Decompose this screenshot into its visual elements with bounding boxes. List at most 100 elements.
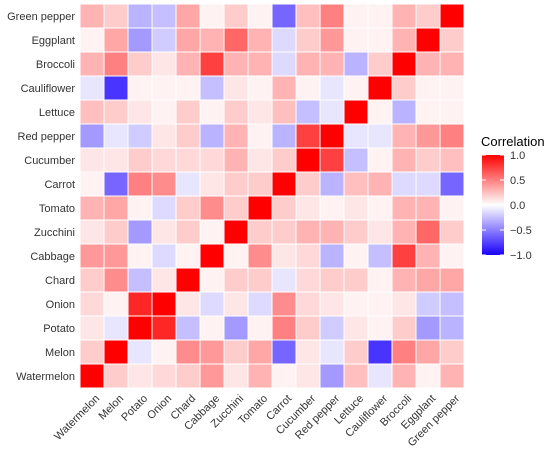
heatmap-cell-cauliflower-melon	[103, 75, 129, 101]
heatmap-cell-eggplant-potato	[127, 27, 153, 53]
heatmap-cell-cabbage-lettuce	[343, 243, 369, 269]
heatmap-cell-lettuce-cauliflower	[367, 99, 393, 125]
heatmap-cell-broccoli-tomato	[247, 51, 273, 77]
heatmap-cell-red-pepper-red-pepper	[319, 123, 345, 149]
heatmap-cell-cucumber-cucumber	[295, 147, 321, 173]
heatmap-cell-cucumber-potato	[127, 147, 153, 173]
heatmap-cell-cauliflower-green-pepper	[439, 75, 465, 101]
y-tick-label-carrot: Carrot	[44, 179, 75, 191]
heatmap-cell-onion-cauliflower	[367, 291, 393, 317]
heatmap-cell-red-pepper-cauliflower	[367, 123, 393, 149]
heatmap-cell-red-pepper-zucchini	[223, 123, 249, 149]
heatmap-cell-carrot-lettuce	[343, 171, 369, 197]
heatmap-cell-tomato-chard	[175, 195, 201, 221]
heatmap-cell-green-pepper-onion	[151, 3, 177, 29]
heatmap-cell-potato-lettuce	[343, 315, 369, 341]
legend-colorbar	[482, 155, 504, 255]
heatmap-cell-broccoli-watermelon	[79, 51, 105, 77]
heatmap-cell-melon-onion	[151, 339, 177, 365]
heatmap-cell-eggplant-zucchini	[223, 27, 249, 53]
heatmap-cell-carrot-onion	[151, 171, 177, 197]
heatmap-cell-chard-cucumber	[295, 267, 321, 293]
heatmap-cell-cabbage-melon	[103, 243, 129, 269]
heatmap-cell-red-pepper-chard	[175, 123, 201, 149]
y-tick-label-eggplant: Eggplant	[32, 35, 75, 47]
heatmap-cell-watermelon-cauliflower	[367, 363, 393, 389]
heatmap-cell-chard-zucchini	[223, 267, 249, 293]
heatmap-cell-lettuce-eggplant	[415, 99, 441, 125]
heatmap-cell-eggplant-onion	[151, 27, 177, 53]
heatmap-cell-potato-watermelon	[79, 315, 105, 341]
heatmap-cell-watermelon-zucchini	[223, 363, 249, 389]
heatmap-cell-lettuce-cabbage	[199, 99, 225, 125]
heatmap-cell-tomato-green-pepper	[439, 195, 465, 221]
heatmap-cell-broccoli-zucchini	[223, 51, 249, 77]
heatmap-cell-zucchini-broccoli	[391, 219, 417, 245]
heatmap-cell-carrot-watermelon	[79, 171, 105, 197]
heatmap-cell-melon-potato	[127, 339, 153, 365]
heatmap-cell-melon-lettuce	[343, 339, 369, 365]
heatmap-cell-carrot-eggplant	[415, 171, 441, 197]
heatmap-cell-red-pepper-cucumber	[295, 123, 321, 149]
legend-title: Correlation	[481, 134, 545, 149]
heatmap-cell-lettuce-cucumber	[295, 99, 321, 125]
heatmap-cell-onion-cucumber	[295, 291, 321, 317]
heatmap-cell-lettuce-chard	[175, 99, 201, 125]
heatmap-cell-tomato-potato	[127, 195, 153, 221]
heatmap-cell-zucchini-cabbage	[199, 219, 225, 245]
legend-tick-label: −1.0	[510, 250, 532, 262]
heatmap-cell-lettuce-carrot	[271, 99, 297, 125]
heatmap-cell-lettuce-potato	[127, 99, 153, 125]
heatmap-cell-eggplant-red-pepper	[319, 27, 345, 53]
heatmap-cell-cauliflower-broccoli	[391, 75, 417, 101]
heatmap-cell-watermelon-chard	[175, 363, 201, 389]
heatmap-cell-cucumber-green-pepper	[439, 147, 465, 173]
heatmap-cell-chard-tomato	[247, 267, 273, 293]
y-tick-label-potato: Potato	[43, 323, 75, 335]
heatmap-cell-broccoli-onion	[151, 51, 177, 77]
heatmap-cell-potato-green-pepper	[439, 315, 465, 341]
heatmap-cell-chard-broccoli	[391, 267, 417, 293]
heatmap-cell-red-pepper-carrot	[271, 123, 297, 149]
heatmap-cell-eggplant-broccoli	[391, 27, 417, 53]
heatmap-cell-zucchini-cauliflower	[367, 219, 393, 245]
heatmap-cell-red-pepper-potato	[127, 123, 153, 149]
heatmap-cell-onion-broccoli	[391, 291, 417, 317]
heatmap-cell-cucumber-tomato	[247, 147, 273, 173]
heatmap-cell-chard-onion	[151, 267, 177, 293]
heatmap-cell-carrot-cucumber	[295, 171, 321, 197]
color-legend: Correlation 1.0 0.5 0.0 −0.5 −1.0	[481, 134, 545, 262]
heatmap-cell-melon-red-pepper	[319, 339, 345, 365]
heatmap-cell-potato-carrot	[271, 315, 297, 341]
heatmap-cell-broccoli-potato	[127, 51, 153, 77]
heatmap-cell-chard-lettuce	[343, 267, 369, 293]
heatmap-cell-cabbage-cauliflower	[367, 243, 393, 269]
heatmap-cell-cucumber-cabbage	[199, 147, 225, 173]
heatmap-cell-carrot-melon	[103, 171, 129, 197]
heatmap-cell-broccoli-chard	[175, 51, 201, 77]
heatmap-cell-eggplant-tomato	[247, 27, 273, 53]
heatmap-cell-cauliflower-chard	[175, 75, 201, 101]
heatmap-cell-tomato-cabbage	[199, 195, 225, 221]
heatmap-cell-cauliflower-potato	[127, 75, 153, 101]
heatmap-cell-red-pepper-broccoli	[391, 123, 417, 149]
heatmap-cell-cauliflower-tomato	[247, 75, 273, 101]
heatmap-cell-onion-eggplant	[415, 291, 441, 317]
heatmap-cell-onion-tomato	[247, 291, 273, 317]
heatmap-cell-chard-watermelon	[79, 267, 105, 293]
legend-tick-label: 1.0	[510, 150, 525, 162]
heatmap-cell-zucchini-red-pepper	[319, 219, 345, 245]
heatmap-cell-tomato-zucchini	[223, 195, 249, 221]
heatmap-cell-tomato-eggplant	[415, 195, 441, 221]
heatmap-cell-melon-cucumber	[295, 339, 321, 365]
heatmap-cell-tomato-tomato	[247, 195, 273, 221]
heatmap-cell-tomato-watermelon	[79, 195, 105, 221]
heatmap-cell-cucumber-chard	[175, 147, 201, 173]
heatmap-cell-eggplant-eggplant	[415, 27, 441, 53]
heatmap-cell-green-pepper-watermelon	[79, 3, 105, 29]
x-tick-label-onion: Onion	[145, 393, 174, 422]
heatmap-cell-onion-onion	[151, 291, 177, 317]
y-tick-label-watermelon: Watermelon	[16, 371, 75, 383]
heatmap-cell-chard-green-pepper	[439, 267, 465, 293]
heatmap-cell-potato-potato	[127, 315, 153, 341]
